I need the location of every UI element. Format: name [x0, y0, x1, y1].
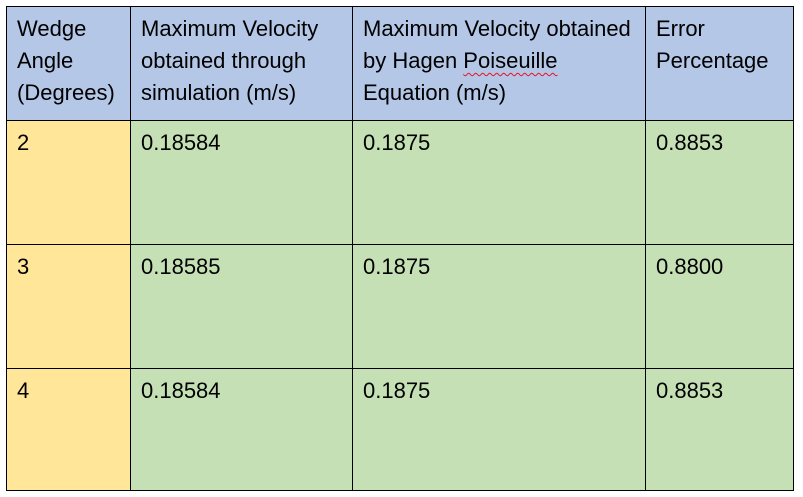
cell-error-percentage: 0.8800 — [645, 244, 794, 369]
cell-hagen-poiseuille-velocity: 0.1875 — [352, 120, 646, 245]
table-row: 4 0.18584 0.1875 0.8853 — [6, 368, 794, 491]
header-hagen-poiseuille-velocity: Maximum Velocity obtained by Hagen Poise… — [352, 6, 646, 121]
results-table-container: Wedge Angle (Degrees) Maximum Velocity o… — [6, 6, 794, 491]
cell-simulated-velocity: 0.18584 — [130, 120, 353, 245]
cell-error-percentage: 0.8853 — [645, 120, 794, 245]
table-row: 2 0.18584 0.1875 0.8853 — [6, 120, 794, 245]
table-header-row: Wedge Angle (Degrees) Maximum Velocity o… — [6, 6, 794, 121]
velocity-comparison-table: Wedge Angle (Degrees) Maximum Velocity o… — [6, 6, 794, 491]
cell-hagen-poiseuille-velocity: 0.1875 — [352, 368, 646, 491]
table-row: 3 0.18585 0.1875 0.8800 — [6, 244, 794, 369]
spellcheck-flagged-word: Poiseuille — [463, 48, 558, 73]
cell-wedge-angle: 4 — [6, 368, 131, 491]
header-error-percentage: Error Percentage — [645, 6, 794, 121]
header-simulated-velocity: Maximum Velocity obtained through simula… — [130, 6, 353, 121]
cell-hagen-poiseuille-velocity: 0.1875 — [352, 244, 646, 369]
cell-wedge-angle: 3 — [6, 244, 131, 369]
cell-wedge-angle: 2 — [6, 120, 131, 245]
header-wedge-angle: Wedge Angle (Degrees) — [6, 6, 131, 121]
cell-error-percentage: 0.8853 — [645, 368, 794, 491]
cell-simulated-velocity: 0.18584 — [130, 368, 353, 491]
cell-simulated-velocity: 0.18585 — [130, 244, 353, 369]
